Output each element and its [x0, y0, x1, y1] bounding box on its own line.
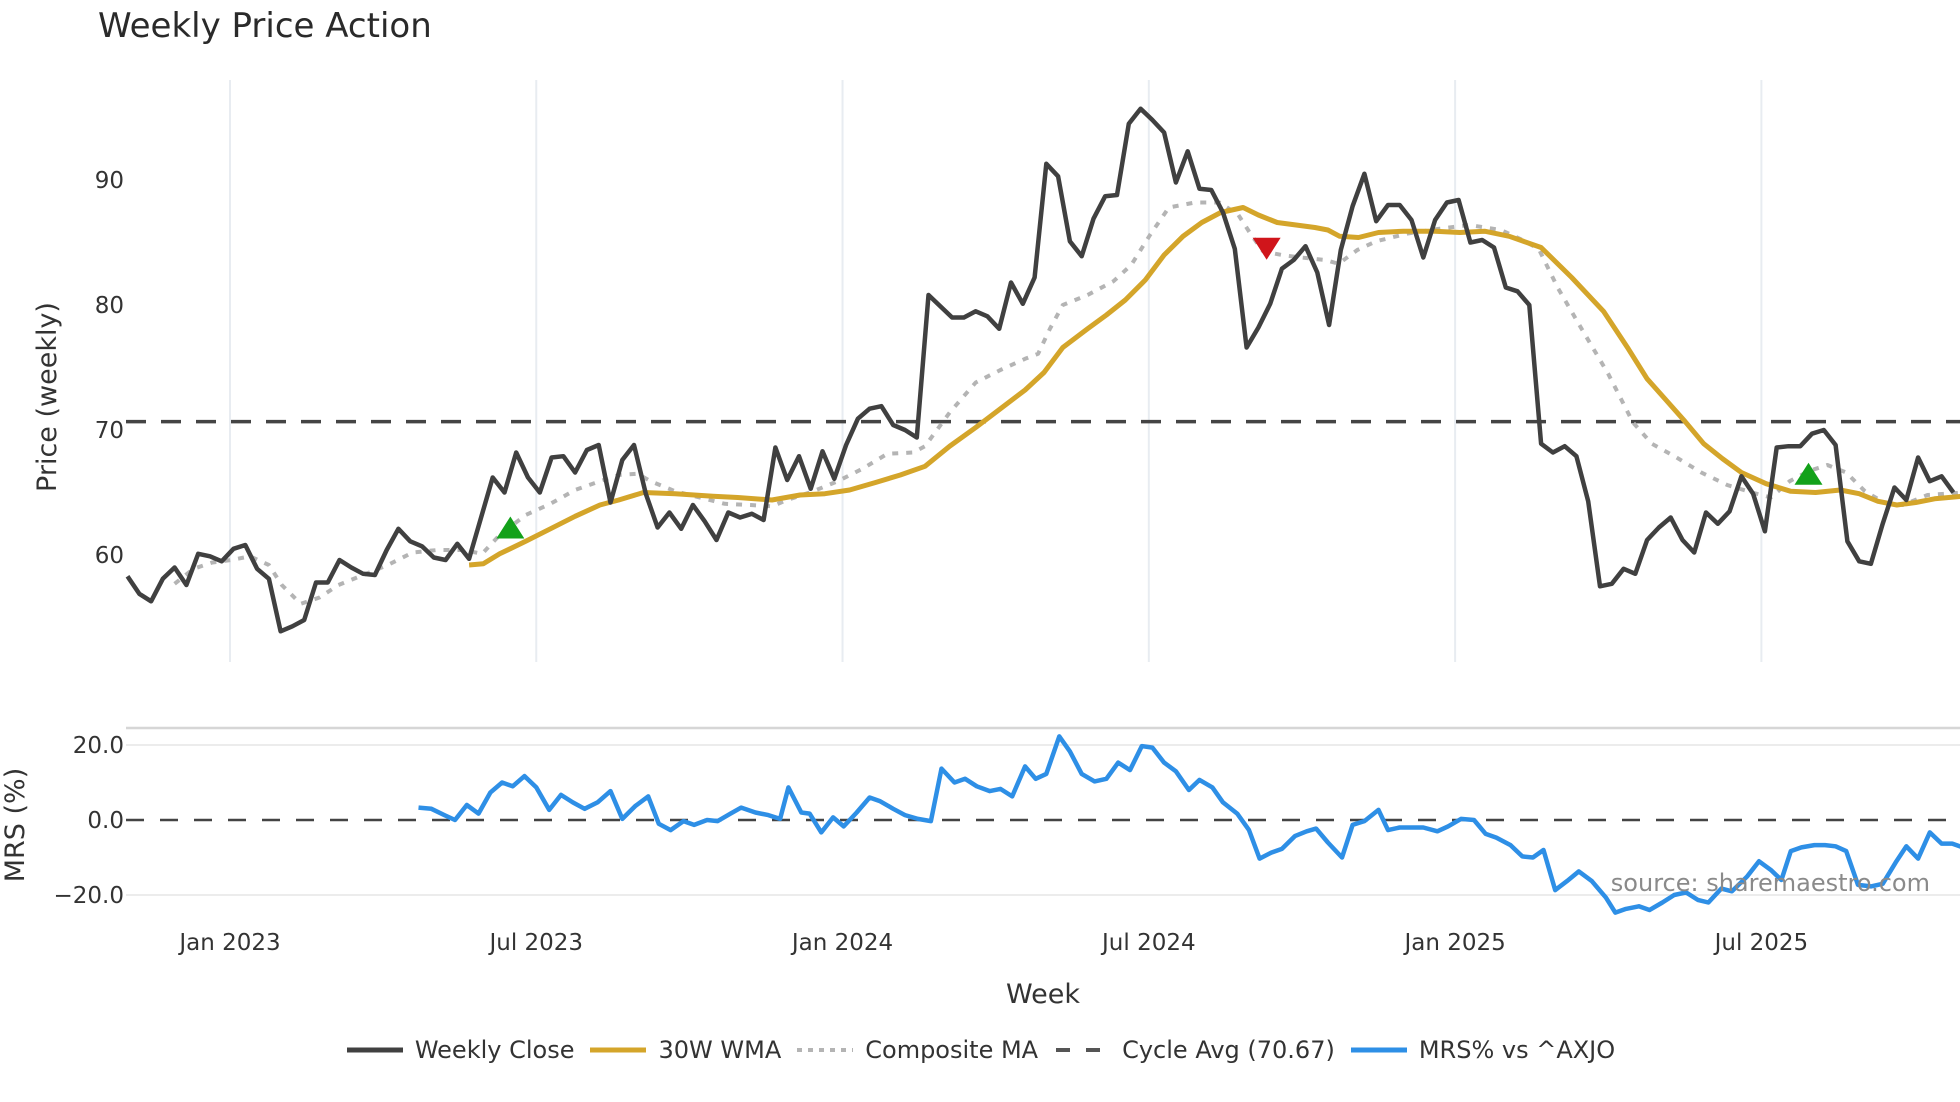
series-mrs-vs-axjo [418, 734, 1960, 915]
chart-title: Weekly Price Action [98, 6, 432, 46]
price-y-tick-label: 90 [95, 168, 124, 194]
dotted-line-swatch-icon [797, 1048, 854, 1052]
x-tick-label: Jul 2023 [487, 930, 583, 956]
x-tick-label: Jan 2024 [790, 930, 893, 956]
buy-signal-triangle-up-icon [496, 516, 525, 539]
mrs-y-tick-label: 0.0 [87, 808, 124, 834]
price-y-axis-title: Price (weekly) [32, 302, 63, 492]
axes: Jan 2023 Jul 2023 Jan 2024 Jul 2024 Jan 2025… [54, 168, 1809, 956]
series-composite-ma [173, 200, 1960, 606]
price-y-tick-label: 60 [95, 543, 124, 569]
price-y-tick-label: 80 [95, 293, 124, 319]
buy-signal-triangle-up-icon [1794, 462, 1823, 485]
legend-label: Cycle Avg (70.67) [1122, 1036, 1335, 1064]
x-gridlines [228, 80, 1763, 662]
legend-item-composite-ma[interactable]: Composite MA [795, 1036, 1038, 1064]
x-tick-label: Jul 2024 [1100, 930, 1196, 956]
legend-item-cycle-avg[interactable]: Cycle Avg (70.67) [1052, 1036, 1335, 1064]
x-tick-label: Jul 2025 [1713, 930, 1809, 956]
mrs-y-axis-title: MRS (%) [0, 768, 31, 883]
legend-label: Composite MA [865, 1036, 1039, 1064]
source-annotation: source: sharemaestro.com [1611, 869, 1930, 897]
solid-line-swatch-icon [590, 1047, 647, 1053]
price-panel [125, 106, 1960, 634]
x-tick-label: Jan 2023 [177, 930, 280, 956]
legend-item-mrs[interactable]: MRS% vs ^AXJO [1349, 1036, 1615, 1064]
solid-line-swatch-icon [346, 1047, 403, 1053]
legend: Weekly Close 30W WMA Composite MA Cycle … [0, 1036, 1960, 1064]
mrs-y-tick-label: −20.0 [54, 883, 124, 909]
solid-line-swatch-icon [1350, 1047, 1407, 1053]
series-weekly-close [125, 106, 1956, 634]
legend-item-weekly-close[interactable]: Weekly Close [345, 1036, 575, 1064]
mrs-y-tick-label: 20.0 [73, 733, 124, 759]
x-tick-label: Jan 2025 [1402, 930, 1505, 956]
legend-label: MRS% vs ^AXJO [1418, 1036, 1616, 1064]
sell-signal-triangle-down-icon [1252, 237, 1281, 260]
x-axis-title: Week [1006, 979, 1080, 1010]
dashed-line-swatch-icon [1056, 1048, 1111, 1052]
legend-label: Weekly Close [414, 1036, 575, 1064]
signal-markers [496, 237, 1823, 539]
price-y-tick-label: 70 [95, 418, 124, 444]
series-30w-wma [468, 205, 1960, 568]
legend-item-30w-wma[interactable]: 30W WMA [588, 1036, 781, 1064]
mrs-panel [126, 726, 1960, 915]
legend-label: 30W WMA [658, 1036, 782, 1064]
